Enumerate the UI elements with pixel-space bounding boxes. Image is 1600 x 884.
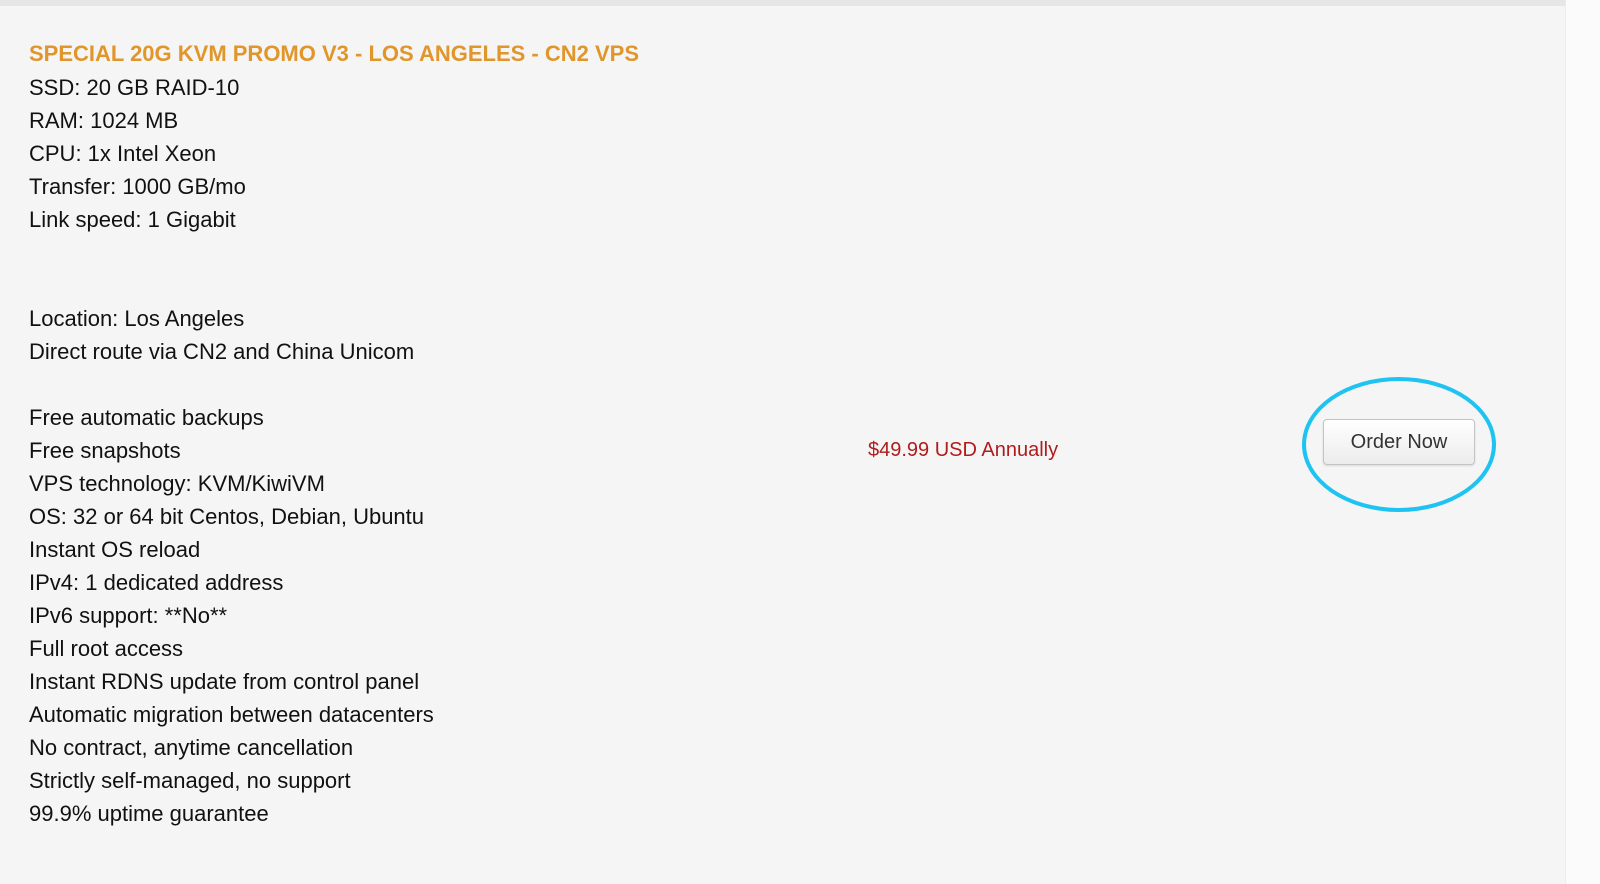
- spec-item: CPU: 1x Intel Xeon: [29, 141, 217, 166]
- spec-spacer: [29, 368, 434, 401]
- spec-item: IPv4: 1 dedicated address: [29, 570, 284, 595]
- spec-item: Free snapshots: [29, 438, 181, 463]
- top-divider: [0, 0, 1600, 6]
- spec-item: Strictly self-managed, no support: [29, 768, 351, 793]
- right-edge-panel: [1565, 0, 1600, 884]
- spec-item: Link speed: 1 Gigabit: [29, 207, 236, 232]
- spec-item: VPS technology: KVM/KiwiVM: [29, 471, 325, 496]
- spec-item: IPv6 support: **No**: [29, 603, 228, 628]
- spec-item: Transfer: 1000 GB/mo: [29, 174, 246, 199]
- spec-spacer: [29, 236, 434, 269]
- spec-item: OS: 32 or 64 bit Centos, Debian, Ubuntu: [29, 504, 425, 529]
- product-title: SPECIAL 20G KVM PROMO V3 - LOS ANGELES -…: [29, 41, 640, 66]
- spec-item: Instant RDNS update from control panel: [29, 669, 420, 694]
- spec-spacer: [29, 269, 434, 302]
- spec-item: No contract, anytime cancellation: [29, 735, 354, 760]
- spec-item: SSD: 20 GB RAID-10: [29, 75, 240, 100]
- spec-item: Free automatic backups: [29, 405, 264, 430]
- spec-item: Full root access: [29, 636, 184, 661]
- spec-item: Direct route via CN2 and China Unicom: [29, 339, 415, 364]
- product-price: $49.99 USD Annually: [868, 439, 1059, 461]
- product-specs-list: SSD: 20 GB RAID-10 RAM: 1024 MB CPU: 1x In…: [29, 71, 434, 830]
- spec-item: Location: Los Angeles: [29, 306, 245, 331]
- spec-item: Automatic migration between datacenters: [29, 702, 434, 727]
- order-now-button[interactable]: Order Now: [1323, 419, 1475, 465]
- spec-item: 99.9% uptime guarantee: [29, 801, 269, 826]
- spec-item: Instant OS reload: [29, 537, 201, 562]
- spec-item: RAM: 1024 MB: [29, 108, 179, 133]
